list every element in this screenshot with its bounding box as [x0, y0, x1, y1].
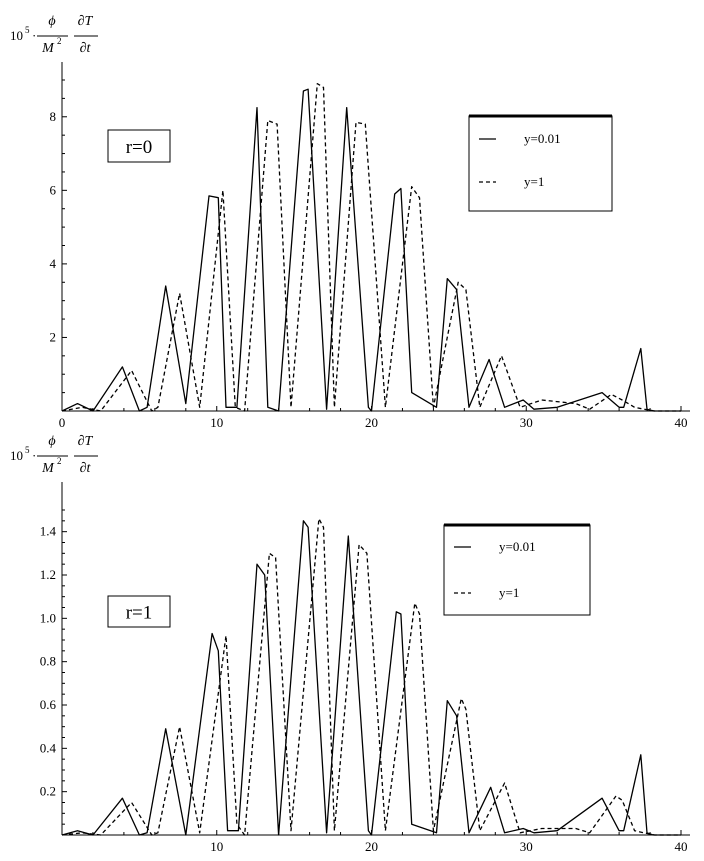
annotation-box — [107, 595, 171, 628]
ylabel-frac2-denominator: ∂t — [80, 461, 92, 476]
x-tick-label: 0 — [59, 415, 66, 430]
x-tick-label: 30 — [520, 839, 533, 854]
x-tick-label: 40 — [675, 415, 688, 430]
y-tick-label: 0.6 — [40, 697, 57, 712]
legend-box — [443, 524, 591, 616]
x-tick-label: 20 — [365, 415, 378, 430]
legend-box — [468, 115, 613, 212]
y-tick-label: 0.8 — [40, 654, 56, 669]
legend: y=0.01 y=1 — [443, 523, 591, 616]
ylabel-frac1-denominator: M — [41, 41, 55, 56]
y-tick-label: 1.2 — [40, 567, 56, 582]
chart-2: 10 20 30 400.20.40.60.81.01.21.410 5 ·ϕM 2∂T∂t… — [10, 434, 690, 854]
x-tick-label: 30 — [520, 415, 533, 430]
series-line-solid — [61, 520, 681, 836]
series-line-dashed — [61, 83, 681, 412]
y-tick-label: 0.4 — [40, 740, 57, 755]
y-tick-label: 1.0 — [40, 610, 56, 625]
x-tick-label: 10 — [210, 839, 223, 854]
series-line-dashed — [61, 518, 681, 836]
y-tick-label: 0.2 — [40, 784, 56, 799]
y-axis-label: 10 5 · ϕM 2 ∂T ∂t — [10, 434, 98, 476]
ylabel-frac2-numerator: ∂T — [78, 14, 94, 29]
ylabel-prefix: 10 — [10, 448, 23, 463]
ylabel-frac1-denominator-exp: 2 — [57, 456, 62, 466]
ylabel-dot: · — [32, 448, 36, 463]
x-tick-label: 20 — [365, 839, 378, 854]
series-line-solid — [61, 88, 681, 412]
legend-label-solid: y=0.01 — [524, 131, 561, 146]
y-tick-label: 8 — [50, 109, 57, 124]
ylabel-frac2-denominator: ∂t — [80, 41, 92, 56]
x-tick-label: 10 — [210, 415, 223, 430]
annotation-box — [107, 129, 171, 163]
ylabel-exponent: 5 — [25, 25, 30, 35]
legend-label-dashed: y=1 — [524, 174, 544, 189]
y-tick-label: 2 — [50, 329, 57, 344]
x-tick-label: 40 — [675, 839, 688, 854]
ylabel-frac1-denominator-exp: 2 — [57, 36, 62, 46]
ylabel-exponent: 5 — [25, 445, 30, 455]
y-axis-label: 10 5 · ϕM 2 ∂T ∂t — [10, 14, 98, 56]
y-tick-label: 1.4 — [40, 524, 57, 539]
y-tick-label: 4 — [50, 256, 57, 271]
ylabel-frac1-numerator: ϕ — [48, 434, 55, 449]
ylabel-frac2-numerator: ∂T — [78, 434, 94, 449]
annotation-label: r=1 — [126, 603, 153, 624]
y-tick-label: 6 — [50, 182, 57, 197]
legend-label-dashed: y=1 — [499, 585, 519, 600]
ylabel-frac1-denominator: M — [41, 461, 55, 476]
annotation-label: r=0 — [126, 137, 153, 158]
legend-label-solid: y=0.01 — [499, 539, 536, 554]
ylabel-prefix: 10 — [10, 28, 23, 43]
ylabel-dot: · — [32, 28, 36, 43]
legend: y=0.01 y=1 — [468, 114, 613, 212]
ylabel-frac1-numerator: ϕ — [48, 14, 55, 29]
